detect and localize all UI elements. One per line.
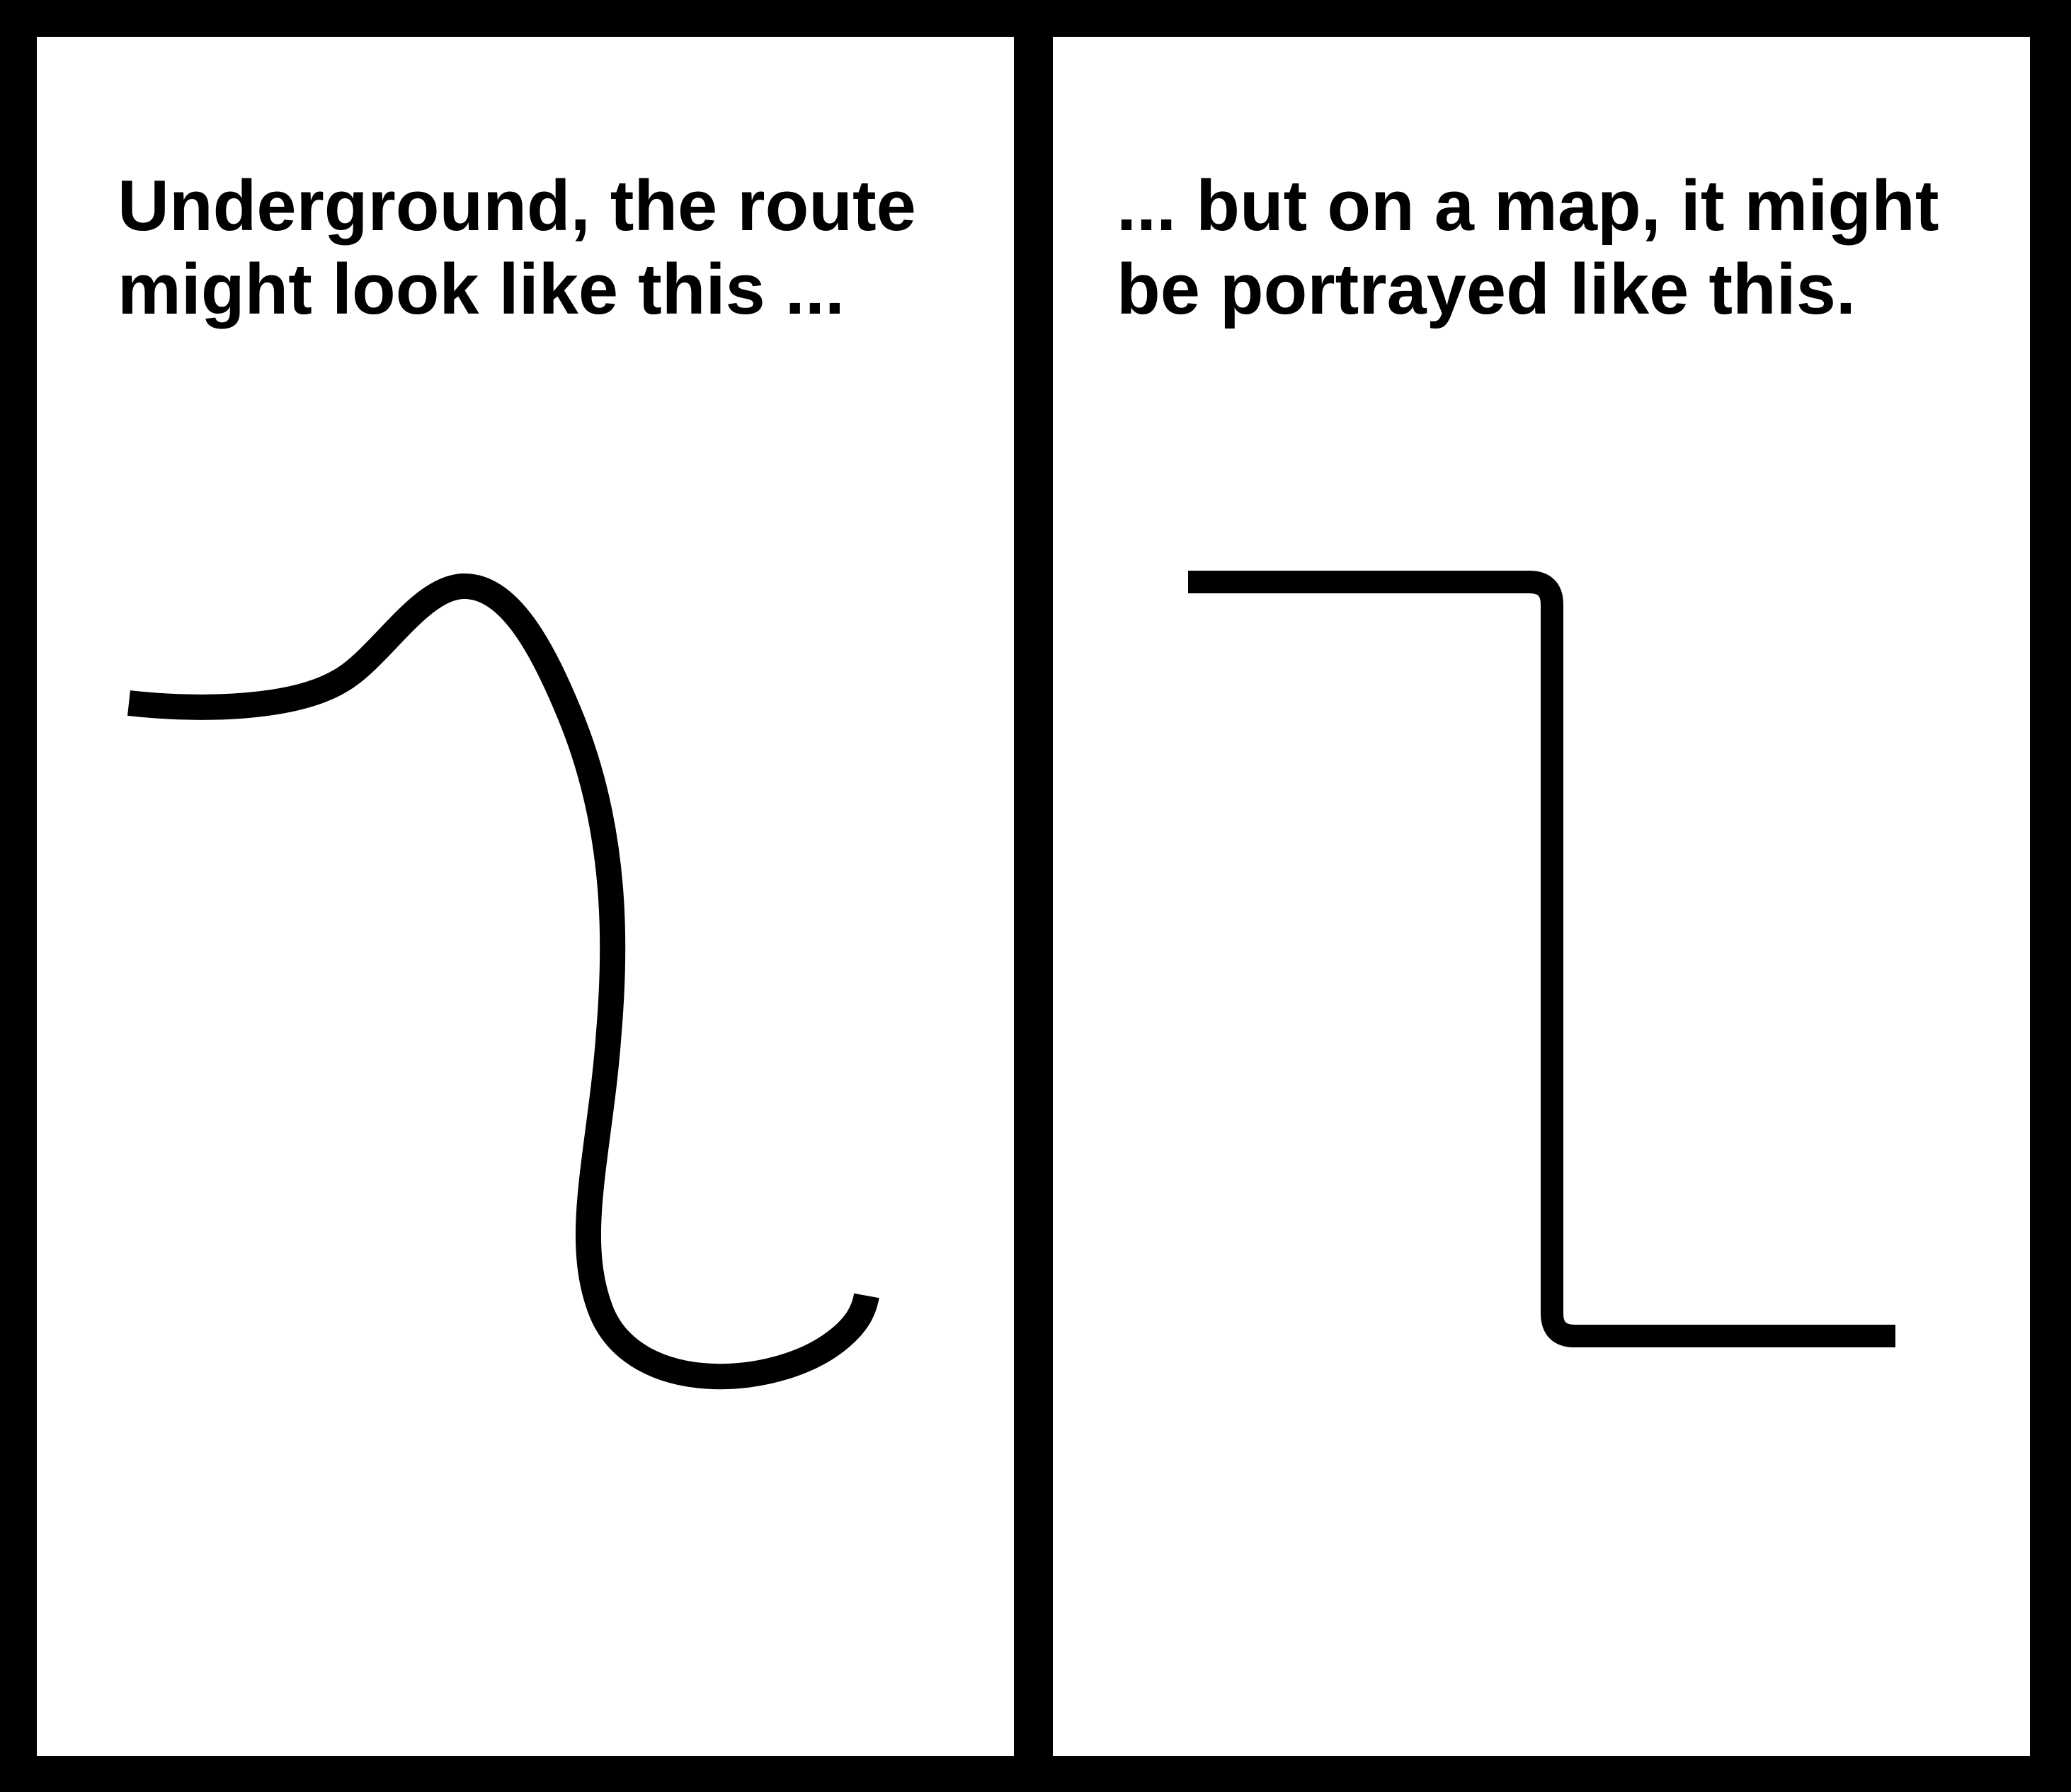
left-caption-line-1: Underground, the route xyxy=(118,166,916,246)
right-caption-line-1: ... but on a map, it might xyxy=(1117,166,1939,246)
left-caption: Underground, the route might look like t… xyxy=(118,164,981,331)
right-panel: ... but on a map, it might be portrayed … xyxy=(1053,37,2030,1756)
straight-route-line xyxy=(1188,571,1895,1347)
underground-route-drawing xyxy=(127,573,879,1390)
right-caption: ... but on a map, it might be portrayed … xyxy=(1117,164,1980,331)
left-panel: Underground, the route might look like t… xyxy=(37,37,1014,1756)
left-caption-line-2: might look like this ... xyxy=(118,250,845,329)
right-caption-line-2: be portrayed like this. xyxy=(1117,250,1856,329)
curvy-route-line xyxy=(127,573,879,1390)
map-route-drawing xyxy=(1188,571,1895,1347)
